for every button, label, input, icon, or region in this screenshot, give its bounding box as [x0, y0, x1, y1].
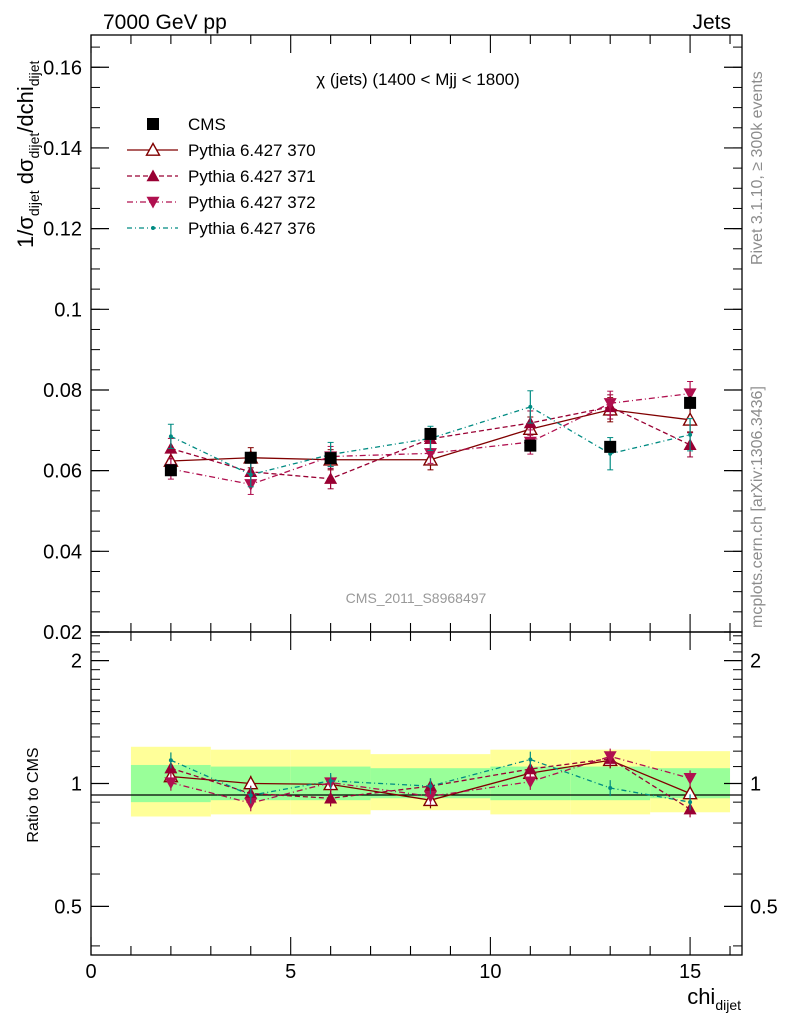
y-tick-label: 0.1	[54, 299, 82, 321]
data-point-marker	[428, 784, 433, 789]
legend-entry: Pythia 6.427 376	[127, 219, 316, 238]
data-point-marker	[145, 142, 161, 156]
data-point-marker	[608, 785, 613, 790]
data-point-marker	[523, 776, 537, 789]
legend-label: CMS	[188, 115, 226, 134]
y-tick-label: 0.04	[43, 541, 82, 563]
data-point-marker	[248, 793, 253, 798]
legend-entry: Pythia 6.427 371	[127, 167, 316, 186]
y-tick-label: 0.08	[43, 380, 82, 402]
ratio-y-tick-label: 1	[71, 773, 82, 795]
data-point-marker	[423, 791, 437, 803]
y-tick-label: 0.06	[43, 461, 82, 483]
x-tick-label: 0	[85, 961, 96, 983]
data-point-marker	[168, 758, 173, 763]
data-point-marker	[146, 169, 160, 182]
ratio-y-tick-label-right: 2	[750, 651, 761, 673]
ratio-y-tick-label-right: 0.5	[750, 896, 778, 918]
data-point-marker	[603, 398, 617, 410]
ratio-y-tick-label: 0.5	[54, 896, 82, 918]
series-cms	[164, 396, 697, 477]
mcplots-reference-label: mcplots.cern.ch [arXiv:1306.3436]	[749, 386, 766, 628]
data-point-marker	[688, 800, 693, 805]
data-point-marker	[248, 472, 253, 477]
data-point-marker	[164, 777, 178, 790]
x-tick-label: 10	[479, 961, 501, 983]
legend-entry: Pythia 6.427 372	[127, 193, 316, 212]
data-point-marker	[324, 791, 338, 804]
data-point-marker	[146, 196, 160, 209]
ratio-series-layer	[163, 748, 698, 818]
legend-entry: Pythia 6.427 370	[127, 141, 316, 160]
data-point-marker	[164, 464, 177, 477]
ratio-y-tick-label: 2	[71, 651, 82, 673]
data-point-marker	[168, 434, 173, 439]
main-plot-panel: χ (jets) (1400 < Mjj < 1800) CMS_2011_S8…	[43, 34, 743, 644]
y-tick-label: 0.12	[43, 219, 82, 241]
ratio-series-pythia-6-427-376	[168, 751, 693, 811]
legend-label: Pythia 6.427 372	[188, 193, 316, 212]
data-point-marker	[324, 472, 338, 484]
analysis-watermark: CMS_2011_S8968497	[346, 590, 487, 606]
ratio-axis-ticks: 0.5 0.5 1 1 2 2 0 5 10 15	[54, 632, 778, 983]
data-point-marker	[528, 757, 533, 762]
main-y-axis-label: 1/σdijet dσdijet/dchidijet	[13, 60, 42, 248]
header-beam-label: 7000 GeV pp	[103, 11, 227, 34]
main-series-layer	[163, 381, 698, 495]
data-point-marker	[523, 762, 537, 775]
ratio-y-axis-label: Ratio to CMS	[25, 747, 42, 842]
x-tick-label: 5	[285, 961, 296, 983]
data-point-marker	[684, 396, 697, 409]
data-point-marker	[604, 440, 617, 453]
data-point-marker	[147, 118, 159, 130]
data-point-marker	[688, 432, 693, 437]
data-point-marker	[244, 451, 257, 464]
x-tick-label: 15	[679, 961, 701, 983]
data-point-marker	[423, 448, 437, 460]
legend-label: Pythia 6.427 376	[188, 219, 316, 238]
main-axis-ticks: 0.02 0.04 0.06 0.08 0.1 0.12 0.14 0.16	[43, 35, 742, 644]
y-tick-label: 0.16	[43, 57, 82, 79]
data-point-marker	[528, 404, 533, 409]
data-point-marker	[324, 452, 337, 465]
data-point-marker	[683, 388, 697, 401]
data-point-marker	[424, 427, 437, 440]
data-point-marker	[328, 778, 333, 783]
data-point-marker	[151, 226, 155, 230]
ratio-y-tick-label-right: 1	[750, 773, 761, 795]
data-point-marker	[603, 751, 617, 763]
main-plot-title: χ (jets) (1400 < Mjj < 1800)	[316, 70, 520, 89]
data-point-marker	[683, 773, 697, 785]
y-tick-label: 0.14	[43, 138, 82, 160]
ratio-plot-panel: 0.5 0.5 1 1 2 2 0 5 10 15 Ratio to CMS	[25, 631, 778, 983]
x-axis-label: chidijet	[687, 984, 741, 1013]
rivet-version-label: Rivet 3.1.10, ≥ 300k events	[749, 71, 766, 265]
legend-label: Pythia 6.427 371	[188, 167, 316, 186]
legend-label: Pythia 6.427 370	[188, 141, 316, 160]
header-process-label: Jets	[692, 11, 731, 34]
legend-entry: CMS	[147, 115, 226, 134]
y-tick-label: 0.02	[43, 622, 82, 644]
data-point-marker	[524, 439, 537, 452]
data-point-marker	[244, 797, 258, 810]
ratio-plot-frame	[90, 631, 743, 956]
legend: CMS Pythia 6.427 370 Pythia 6.427 371 Pythi…	[127, 115, 316, 238]
